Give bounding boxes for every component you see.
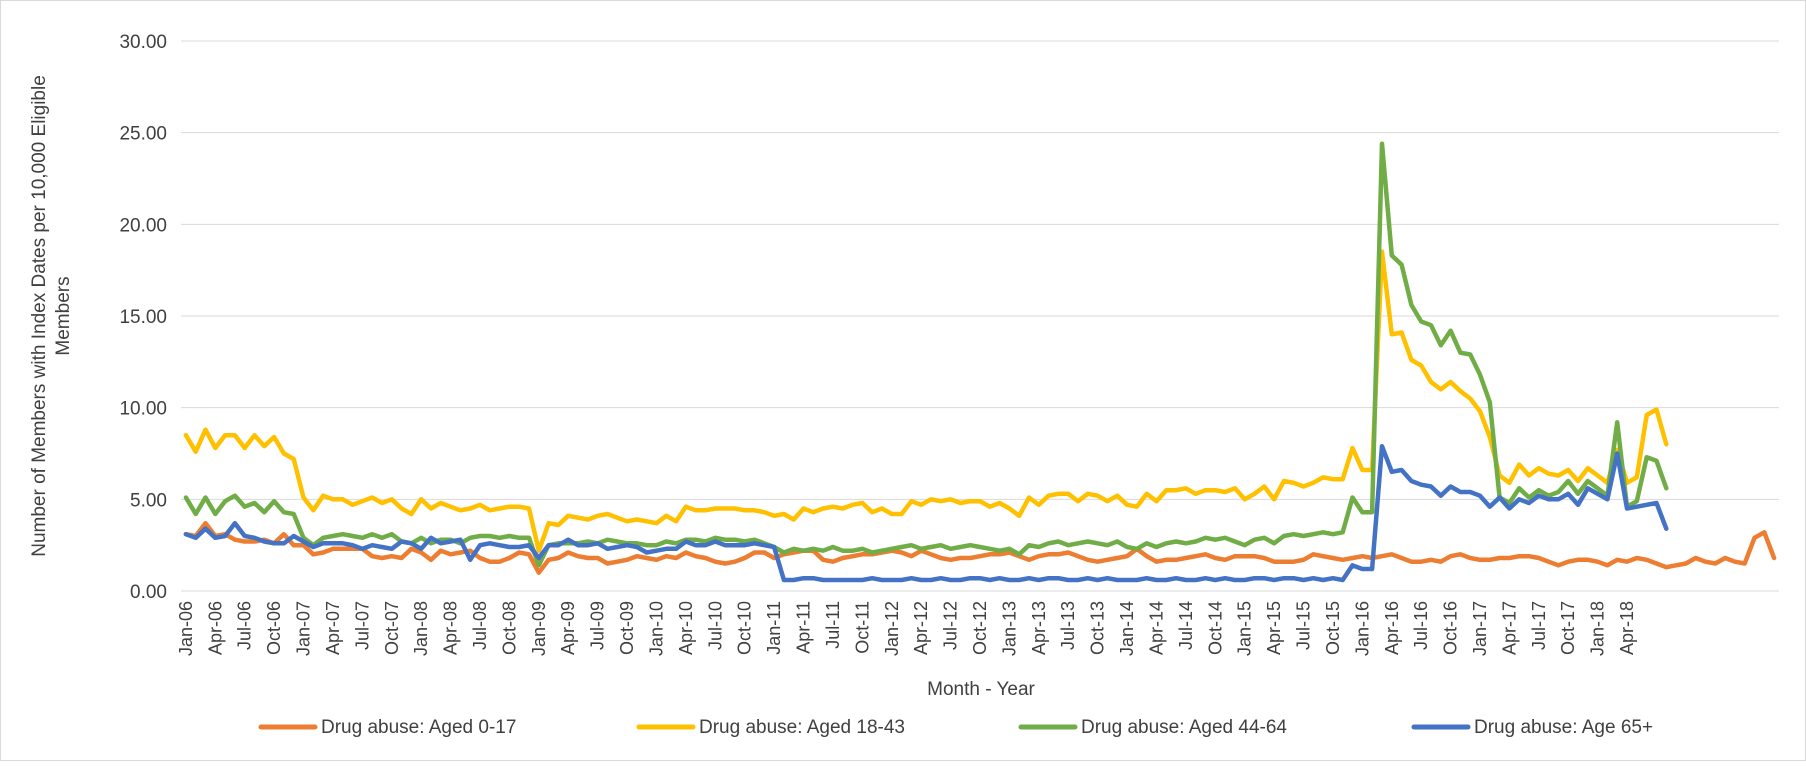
x-axis-ticks: Jan-06 Apr-06 Jul-06 Oct-06 Jan-07 Apr-07 Jul-…: [176, 601, 1637, 656]
x-tick-label: Jan-09: [529, 601, 549, 656]
series-lines: [183, 141, 1777, 583]
x-tick-label: Apr-13: [1029, 601, 1049, 655]
series-line: [183, 141, 1669, 568]
x-tick-label: Oct-09: [617, 601, 637, 655]
x-tick-label: Jul-14: [1176, 601, 1196, 650]
series-line: [183, 520, 1777, 575]
x-tick-label: Apr-06: [205, 601, 225, 655]
legend: Drug abuse: Aged 0-17 Drug abuse: Aged 18…: [258, 717, 1653, 738]
x-tick-label: Apr-17: [1499, 601, 1519, 655]
x-tick-label: Jan-10: [646, 601, 666, 656]
x-tick-label: Apr-07: [323, 601, 343, 655]
x-tick-label: Jul-07: [352, 601, 372, 650]
x-tick-label: Jul-08: [470, 601, 490, 650]
legend-label: Drug abuse: Aged 44-64: [1081, 717, 1287, 738]
x-tick-label: Oct-16: [1441, 601, 1461, 655]
x-tick-label: Oct-12: [970, 601, 990, 655]
x-tick-label: Jan-13: [999, 601, 1019, 656]
x-tick-label: Apr-12: [911, 601, 931, 655]
y-tick-label: 10.00: [119, 399, 167, 420]
x-tick-label: Oct-10: [735, 601, 755, 655]
legend-label: Drug abuse: Aged 0-17: [321, 717, 516, 738]
x-tick-label: Jul-13: [1058, 601, 1078, 650]
y-tick-label: 30.00: [119, 32, 167, 53]
x-tick-label: Jan-12: [882, 601, 902, 656]
x-tick-label: Apr-16: [1382, 601, 1402, 655]
x-tick-label: Apr-15: [1264, 601, 1284, 655]
x-tick-label: Oct-15: [1323, 601, 1343, 655]
series-line: [183, 443, 1669, 583]
x-tick-label: Jul-15: [1294, 601, 1314, 650]
x-tick-label: Jan-15: [1235, 601, 1255, 656]
y-tick-label: 15.00: [119, 307, 167, 328]
y-tick-label: 25.00: [119, 124, 167, 145]
x-tick-label: Apr-08: [441, 601, 461, 655]
legend-label: Drug abuse: Aged 18-43: [699, 717, 905, 738]
x-tick-label: Apr-11: [794, 601, 814, 654]
x-tick-label: Oct-13: [1088, 601, 1108, 655]
y-axis-ticks: 0.00 5.00 10.00 15.00 20.00 25.00 30.00: [119, 32, 167, 603]
x-tick-label: Oct-17: [1558, 601, 1578, 655]
x-tick-label: Oct-07: [382, 601, 402, 655]
x-tick-label: Apr-09: [558, 601, 578, 655]
x-tick-label: Apr-18: [1617, 601, 1637, 655]
x-tick-label: Oct-08: [499, 601, 519, 655]
x-tick-label: Apr-10: [676, 601, 696, 655]
x-tick-label: Jul-09: [588, 601, 608, 650]
x-tick-label: Jul-16: [1411, 601, 1431, 650]
y-tick-label: 20.00: [119, 215, 167, 236]
x-tick-label: Jul-06: [235, 601, 255, 650]
x-tick-label: Jan-06: [176, 601, 196, 656]
x-tick-label: Jan-18: [1588, 601, 1608, 656]
x-tick-label: Jan-07: [294, 601, 314, 656]
x-tick-label: Jan-16: [1352, 601, 1372, 656]
x-tick-label: Jul-10: [705, 601, 725, 650]
x-tick-label: Jul-11: [823, 601, 843, 649]
x-axis-title: Month - Year: [927, 679, 1035, 700]
x-tick-label: Jan-08: [411, 601, 431, 656]
gridlines: [181, 40, 1779, 500]
x-tick-label: Oct-11: [852, 601, 872, 654]
x-tick-label: Oct-06: [264, 601, 284, 655]
series-line: [183, 249, 1669, 553]
legend-label: Drug abuse: Age 65+: [1474, 717, 1653, 738]
x-tick-label: Jul-17: [1529, 601, 1549, 650]
x-tick-label: Jan-11: [764, 601, 784, 655]
y-axis-title: Number of Members with Index Dates per 1…: [29, 75, 74, 557]
x-tick-label: Jul-12: [941, 601, 961, 650]
y-tick-label: 5.00: [130, 490, 167, 511]
x-tick-label: Jan-14: [1117, 601, 1137, 656]
y-tick-label: 0.00: [130, 582, 167, 603]
x-tick-label: Apr-14: [1146, 601, 1166, 655]
x-tick-label: Jan-17: [1470, 601, 1490, 656]
x-tick-label: Oct-14: [1205, 601, 1225, 655]
